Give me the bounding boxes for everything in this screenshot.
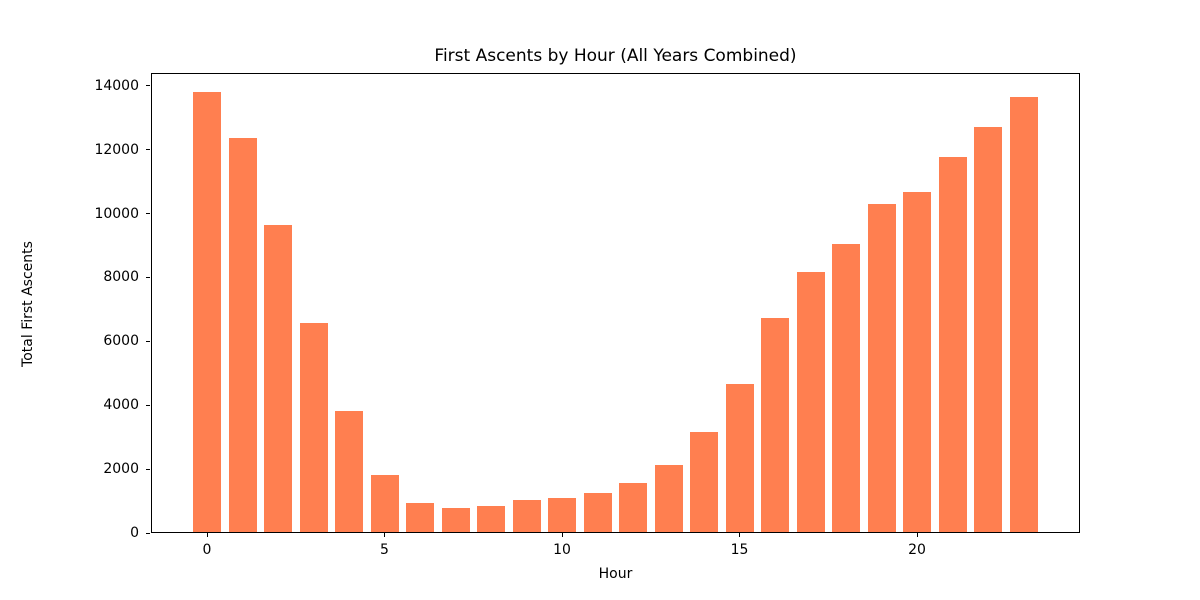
bar-hour-5 [370,475,399,532]
x-tick-label: 20 [908,542,926,558]
x-tick-label: 0 [202,542,212,558]
bar-hour-1 [228,138,257,532]
y-tick-mark [146,276,150,278]
bar-hour-7 [441,508,470,532]
bar-hour-9 [512,500,541,532]
x-tick-mark [561,533,563,537]
bar-hour-15 [725,384,754,532]
bar-hour-16 [761,318,789,532]
y-tick-mark [146,85,150,87]
bar-hour-13 [654,465,683,532]
x-tick-mark [916,533,918,537]
y-tick-mark [146,532,150,534]
bar-hour-11 [583,493,612,532]
x-tick-label: 10 [553,542,571,558]
bar-hour-19 [867,204,896,532]
y-tick-mark [146,404,150,406]
y-tick-label: 6000 [103,333,139,350]
bar-hour-14 [690,432,718,532]
y-tick-label: 10000 [94,205,139,222]
bar-hour-8 [477,506,505,532]
bar-hour-10 [548,498,576,532]
y-tick-mark [146,468,150,470]
y-tick-label: 12000 [94,141,139,158]
y-tick-mark [146,149,150,151]
y-tick-label: 4000 [103,397,139,414]
bar-hour-4 [335,411,363,532]
bar-hour-0 [193,92,221,532]
y-tick-label: 8000 [103,269,139,286]
y-axis-label: Total First Ascents [20,241,36,367]
x-tick-label: 5 [380,542,389,558]
y-tick-label: 2000 [103,461,139,478]
x-tick-mark [206,533,208,537]
x-tick-mark [739,533,740,537]
x-tick-label: 15 [730,542,749,558]
bar-hour-22 [974,127,1002,532]
bar-hour-12 [619,483,647,532]
bar-hour-6 [406,503,434,532]
x-tick-mark [384,533,385,537]
bar-hour-18 [832,244,860,532]
x-axis-label: Hour [598,566,633,582]
y-tick-mark [146,340,150,342]
chart-title: First Ascents by Hour (All Years Combine… [434,46,797,66]
y-tick-mark [146,213,150,215]
bar-hour-17 [796,272,825,532]
bar-hour-21 [938,157,967,532]
y-tick-label: 0 [130,525,139,541]
y-tick-label: 14000 [94,77,139,94]
bar-hour-23 [1009,97,1038,532]
bar-hour-2 [264,225,292,532]
plot-area [151,73,1080,533]
bar-hour-20 [903,192,931,532]
bar-hour-3 [299,323,328,532]
